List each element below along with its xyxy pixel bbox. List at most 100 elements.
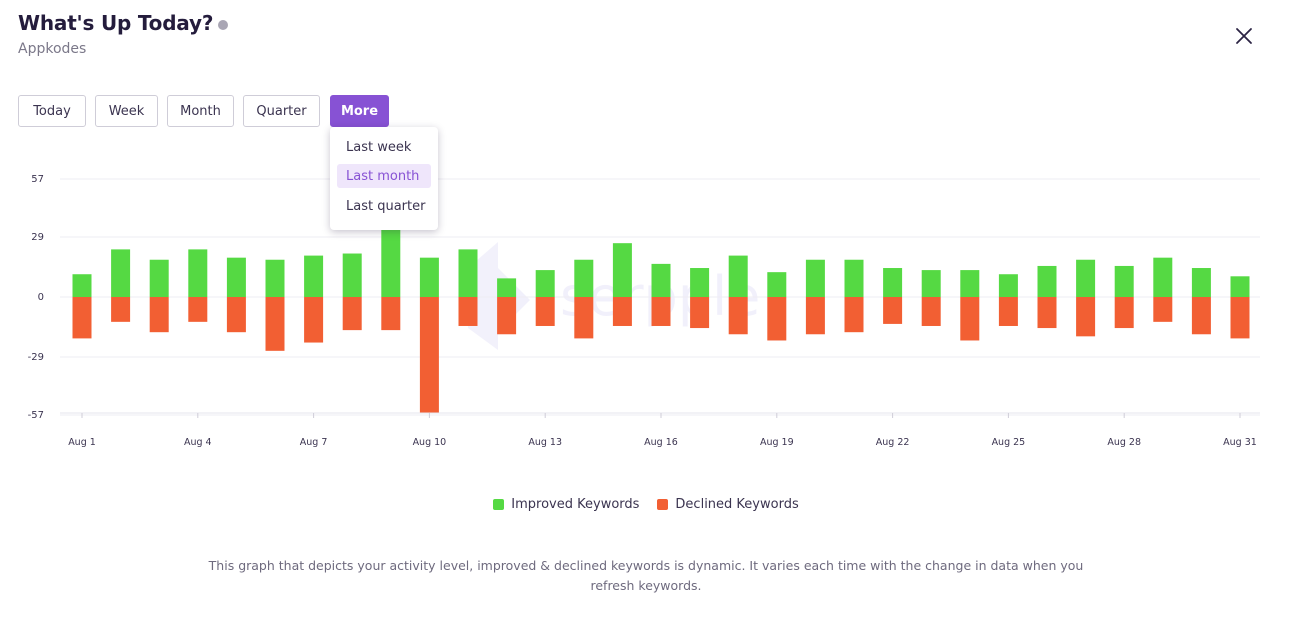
bar-declined [651, 297, 671, 326]
bar-declined [1076, 297, 1096, 337]
legend-label-improved: Improved Keywords [511, 497, 640, 512]
bar-improved [265, 259, 285, 297]
y-tick-label: 29 [31, 232, 44, 243]
bar-declined [72, 297, 92, 339]
bar-improved [612, 243, 632, 297]
bar-improved [1076, 259, 1096, 297]
bar-declined [960, 297, 980, 341]
range-button-more[interactable]: More [330, 95, 389, 127]
bar-declined [805, 297, 825, 335]
range-button-today[interactable]: Today [18, 95, 86, 127]
bar-declined [226, 297, 246, 333]
bar-improved [458, 249, 478, 297]
bar-improved [226, 257, 246, 297]
bar-improved [419, 257, 439, 297]
bar-improved [1153, 257, 1173, 297]
bar-declined [149, 297, 169, 333]
range-button-week[interactable]: Week [95, 95, 158, 127]
more-dropdown-menu: Last week Last month Last quarter [330, 127, 438, 230]
bar-improved [1037, 265, 1057, 297]
bar-improved [535, 270, 555, 297]
bar-improved [342, 253, 362, 297]
bar-improved [1230, 276, 1250, 297]
x-tick-label: Aug 19 [760, 437, 794, 448]
x-tick-label: Aug 4 [184, 437, 212, 448]
bar-declined [883, 297, 903, 324]
title-text: What's Up Today? [18, 11, 214, 35]
menu-item-last-month[interactable]: Last month [337, 164, 431, 188]
bar-declined [998, 297, 1018, 326]
bar-declined [304, 297, 324, 343]
range-button-quarter[interactable]: Quarter [243, 95, 320, 127]
bar-declined [188, 297, 208, 322]
bar-declined [535, 297, 555, 326]
y-tick-label: -29 [28, 352, 44, 363]
x-tick-label: Aug 28 [1107, 437, 1141, 448]
bar-declined [458, 297, 478, 326]
y-tick-label: -57 [28, 410, 44, 421]
bar-declined [844, 297, 864, 333]
bar-improved [805, 259, 825, 297]
y-tick-label: 0 [38, 292, 44, 303]
bar-improved [574, 259, 594, 297]
bar-improved [844, 259, 864, 297]
chart-description: This graph that depicts your activity le… [208, 558, 1084, 593]
bar-improved [497, 278, 517, 297]
bar-declined [1114, 297, 1134, 329]
legend-item-improved[interactable]: Improved Keywords [493, 497, 639, 512]
bar-improved [690, 268, 710, 297]
bar-declined [574, 297, 594, 339]
bar-improved [767, 272, 787, 297]
range-button-month[interactable]: Month [167, 95, 234, 127]
bar-improved [1114, 265, 1134, 297]
x-tick-label: Aug 16 [644, 437, 678, 448]
bar-improved [728, 255, 748, 297]
x-tick-label: Aug 13 [528, 437, 562, 448]
legend-label-declined: Declined Keywords [675, 497, 799, 512]
project-name: Appkodes [18, 41, 87, 57]
bar-improved [149, 259, 169, 297]
info-icon[interactable] [218, 19, 229, 30]
bar-improved [304, 255, 324, 297]
x-tick-label: Aug 7 [300, 437, 328, 448]
bar-declined [111, 297, 131, 322]
legend-swatch-declined [657, 499, 669, 510]
bar-declined [342, 297, 362, 331]
bar-declined [1153, 297, 1173, 322]
bar-improved [72, 274, 92, 297]
bar-improved [921, 270, 941, 297]
bar-declined [265, 297, 285, 351]
x-tick-label: Aug 31 [1223, 437, 1257, 448]
legend-item-declined[interactable]: Declined Keywords [657, 497, 799, 512]
y-tick-label: 57 [31, 174, 44, 185]
bar-declined [1230, 297, 1250, 339]
bar-improved [381, 228, 401, 297]
bar-improved [998, 274, 1018, 297]
modal-title: What's Up Today? [18, 11, 229, 35]
bar-improved [651, 263, 671, 297]
bar-improved [883, 268, 903, 297]
bar-improved [111, 249, 131, 297]
x-tick-label: Aug 22 [876, 437, 910, 448]
bar-improved [1191, 268, 1211, 297]
bar-improved [188, 249, 208, 297]
bar-declined [612, 297, 632, 326]
bar-declined [921, 297, 941, 326]
bar-improved [960, 270, 980, 297]
x-tick-label: Aug 10 [413, 437, 447, 448]
bar-declined [767, 297, 787, 341]
x-tick-label: Aug 1 [68, 437, 96, 448]
close-icon [1236, 28, 1252, 44]
bar-declined [1191, 297, 1211, 335]
bar-declined [728, 297, 748, 335]
menu-item-last-week[interactable]: Last week [346, 139, 412, 155]
bar-declined [381, 297, 401, 331]
legend-swatch-improved [493, 499, 505, 510]
close-button[interactable] [1232, 24, 1256, 48]
menu-item-last-quarter[interactable]: Last quarter [346, 198, 426, 214]
bar-declined [1037, 297, 1057, 329]
bar-declined [497, 297, 517, 335]
chart-legend: Improved Keywords Declined Keywords [0, 497, 1292, 512]
bar-declined [690, 297, 710, 329]
